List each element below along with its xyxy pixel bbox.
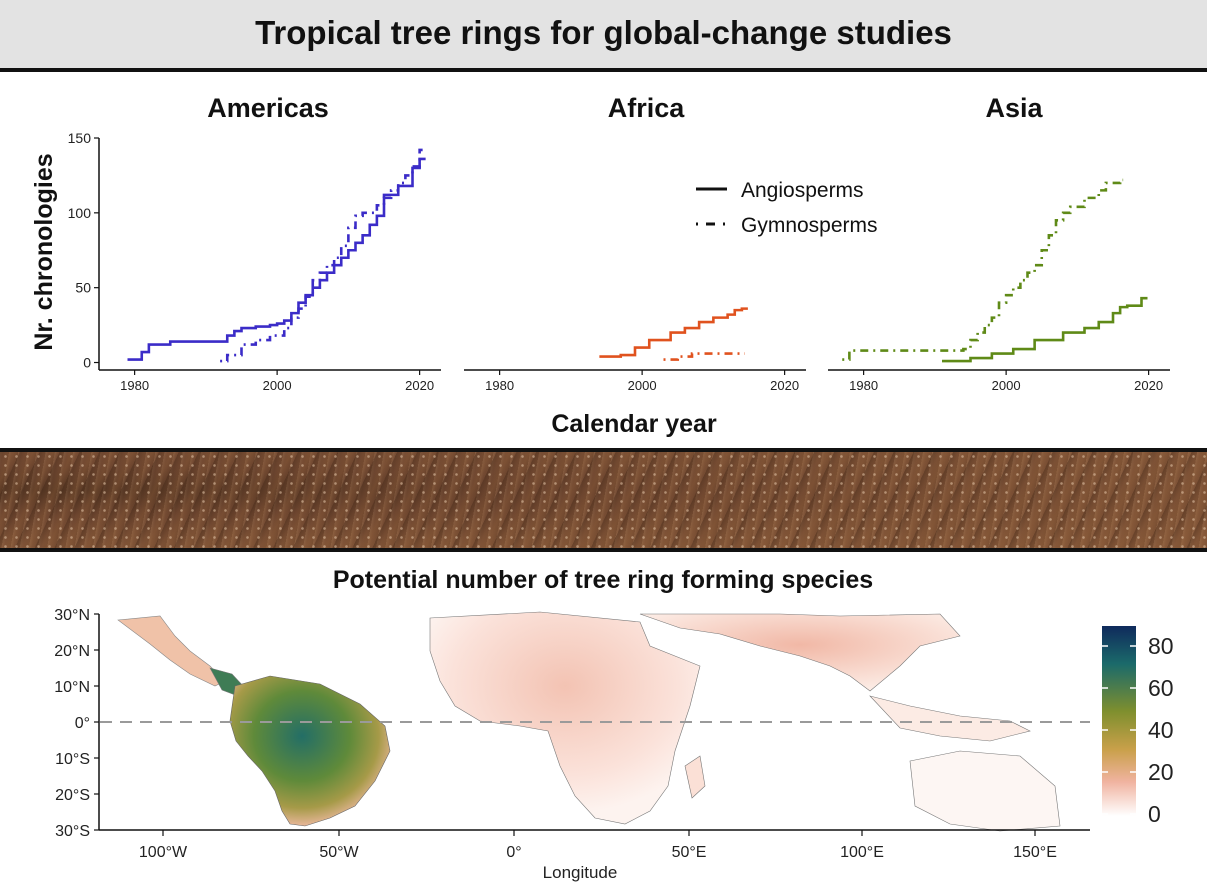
series-line-gymnosperms-americas bbox=[220, 148, 423, 363]
series-line-angiosperms-africa bbox=[599, 307, 748, 358]
lon-tick-label: 0° bbox=[506, 844, 521, 861]
lat-tick-label: 0° bbox=[75, 715, 90, 732]
panel-title-africa: Africa bbox=[608, 93, 686, 123]
panel-title-americas: Americas bbox=[207, 93, 329, 123]
y-tick-label: 150 bbox=[68, 130, 92, 146]
colorbar-tick-label: 40 bbox=[1148, 717, 1174, 743]
lat-tick-label: 20°S bbox=[55, 787, 90, 804]
lon-tick-label: 100°E bbox=[840, 844, 884, 861]
legend-label-gymnosperms: Gymnosperms bbox=[741, 214, 878, 237]
series-line-gymnosperms-africa bbox=[663, 352, 745, 361]
legend-label-angiosperms: Angiosperms bbox=[741, 179, 864, 202]
colorbar-tick-label: 0 bbox=[1148, 801, 1161, 827]
madagascar-landmass bbox=[684, 755, 706, 799]
lon-tick-label: 50°W bbox=[319, 844, 359, 861]
x-tick-label: 2000 bbox=[628, 378, 657, 393]
south-asia-landmass bbox=[639, 613, 961, 692]
lat-tick-label: 20°N bbox=[54, 643, 90, 660]
colorbar-tick-label: 80 bbox=[1148, 633, 1174, 659]
y-tick-label: 0 bbox=[83, 355, 91, 371]
x-tick-label: 2000 bbox=[263, 378, 292, 393]
x-tick-label: 2020 bbox=[1134, 378, 1163, 393]
x-tick-label: 2020 bbox=[770, 378, 799, 393]
figure-title: Tropical tree rings for global-change st… bbox=[255, 14, 952, 51]
lat-tick-label: 10°S bbox=[55, 751, 90, 768]
x-tick-label: 1980 bbox=[849, 378, 878, 393]
map-axis-ticks: 30°N 20°N 10°N 0° 10°S 20°S 30°S 100°W 50°W 0° 50°… bbox=[54, 607, 1057, 861]
lat-tick-label: 30°S bbox=[55, 823, 90, 840]
africa-landmass bbox=[429, 611, 701, 825]
x-axis-label: Calendar year bbox=[551, 410, 717, 438]
y-tick-label: 50 bbox=[75, 280, 91, 296]
x-tick-label: 2020 bbox=[405, 378, 434, 393]
lon-tick-label: 100°W bbox=[139, 844, 188, 861]
lat-tick-label: 30°N bbox=[54, 607, 90, 624]
series-line-angiosperms-americas bbox=[127, 157, 426, 361]
panel-title-asia: Asia bbox=[985, 93, 1043, 123]
south-america-landmass bbox=[229, 675, 391, 827]
series-line-gymnosperms-asia bbox=[842, 178, 1124, 361]
maritime-southeast-asia-landmass bbox=[869, 695, 1031, 742]
series-line-angiosperms-asia bbox=[942, 296, 1148, 363]
australia-landmass bbox=[909, 750, 1061, 832]
lon-tick-label: 50°E bbox=[672, 844, 707, 861]
map-title: Potential number of tree ring forming sp… bbox=[333, 566, 873, 594]
mexico-landmass bbox=[117, 615, 226, 687]
lat-tick-label: 10°N bbox=[54, 679, 90, 696]
legend: Angiosperms Gymnosperms bbox=[696, 179, 878, 237]
y-axis-label: Nr. chronologies bbox=[30, 153, 58, 350]
map-x-axis-label: Longitude bbox=[543, 863, 618, 882]
lon-tick-label: 150°E bbox=[1013, 844, 1057, 861]
x-tick-label: 1980 bbox=[485, 378, 514, 393]
x-tick-label: 1980 bbox=[120, 378, 149, 393]
y-tick-label: 100 bbox=[68, 205, 92, 221]
colorbar-ticks: 80 60 40 20 0 bbox=[1102, 633, 1174, 827]
species-map: Potential number of tree ring forming sp… bbox=[54, 566, 1174, 882]
colorbar-tick-label: 60 bbox=[1148, 675, 1174, 701]
wood-cross-section-image bbox=[0, 448, 1207, 552]
colorbar bbox=[1102, 626, 1136, 816]
title-banner: Tropical tree rings for global-change st… bbox=[0, 0, 1207, 72]
chronology-charts: Americas 1980 2000 2020 0 50 100 150 Africa 1980 2… bbox=[30, 93, 1170, 438]
x-tick-label: 2000 bbox=[992, 378, 1021, 393]
colorbar-tick-label: 20 bbox=[1148, 759, 1174, 785]
